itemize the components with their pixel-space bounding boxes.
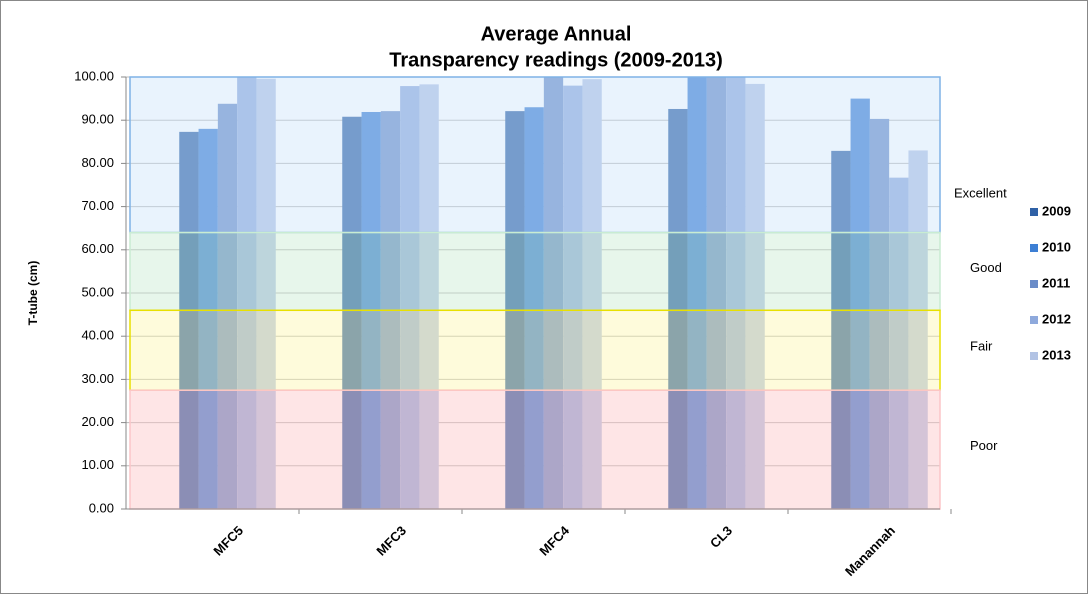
chart-title: Average Annual	[481, 23, 632, 45]
y-tick-label: 20.00	[81, 414, 114, 429]
bar	[726, 77, 746, 509]
legend-swatch	[1030, 208, 1038, 216]
y-tick-label: 0.00	[89, 500, 114, 515]
bar	[582, 79, 602, 509]
legend-label: 2012	[1042, 311, 1071, 326]
zone	[129, 309, 941, 391]
y-tick-label: 30.00	[81, 371, 114, 386]
bar	[256, 78, 276, 509]
bar	[419, 84, 439, 510]
zone-label: Fair	[970, 339, 993, 354]
y-tick-label: 90.00	[81, 112, 114, 127]
bar	[668, 108, 688, 509]
bar	[706, 77, 727, 509]
bar	[342, 116, 362, 509]
zone-label: Excellent	[954, 185, 1007, 200]
legend-label: 2010	[1042, 239, 1071, 254]
legend-label: 2009	[1042, 203, 1071, 218]
bar	[400, 86, 420, 510]
legend-label: 2011	[1042, 275, 1070, 290]
y-tick-label: 100.00	[74, 68, 114, 83]
bar	[745, 83, 765, 510]
bar	[217, 103, 238, 509]
bar	[850, 98, 870, 509]
bar	[889, 177, 909, 509]
legend-swatch	[1030, 352, 1038, 360]
legend-swatch	[1030, 280, 1038, 288]
y-tick-label: 10.00	[81, 457, 114, 472]
bar	[524, 107, 544, 510]
bar	[237, 77, 257, 509]
legend-swatch	[1030, 316, 1038, 324]
y-axis-title: T-tube (cm)	[26, 261, 40, 326]
y-tick-label: 80.00	[81, 155, 114, 170]
y-tick-label: 40.00	[81, 328, 114, 343]
zone	[129, 76, 941, 234]
bar	[179, 131, 199, 509]
y-tick-label: 70.00	[81, 198, 114, 213]
chart-title: Transparency readings (2009-2013)	[389, 49, 723, 71]
y-tick-label: 60.00	[81, 241, 114, 256]
bar	[687, 77, 707, 509]
zone-label: Poor	[970, 438, 998, 453]
legend-label: 2013	[1042, 347, 1071, 362]
zone-label: Good	[970, 260, 1002, 275]
bar	[198, 128, 218, 509]
bar	[869, 118, 890, 510]
zone	[129, 389, 941, 510]
bar	[563, 85, 583, 509]
bar	[831, 150, 851, 509]
legend-swatch	[1030, 244, 1038, 252]
bar	[543, 77, 564, 509]
zone	[129, 231, 941, 312]
bar	[908, 150, 928, 509]
y-tick-label: 50.00	[81, 284, 114, 299]
